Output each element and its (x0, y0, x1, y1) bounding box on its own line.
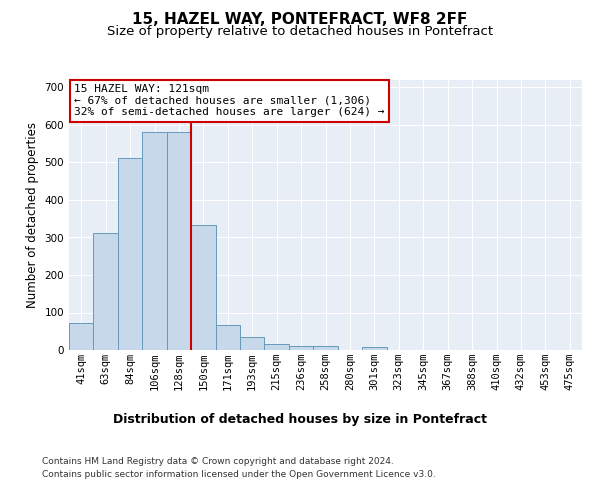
Bar (167, 132, 191, 350)
Bar (215, 324, 240, 350)
Text: 15 HAZEL WAY: 121sqm
← 67% of detached houses are smaller (1,306)
32% of semi-de: 15 HAZEL WAY: 121sqm ← 67% of detached h… (74, 84, 385, 117)
Bar (191, 226, 215, 350)
Y-axis label: Number of detached properties: Number of detached properties (26, 122, 39, 308)
Text: 15, HAZEL WAY, PONTEFRACT, WF8 2FF: 15, HAZEL WAY, PONTEFRACT, WF8 2FF (133, 12, 467, 28)
Bar (69, 323, 94, 350)
Bar (313, 346, 338, 350)
Text: Distribution of detached houses by size in Pontefract: Distribution of detached houses by size … (113, 412, 487, 426)
Text: Contains public sector information licensed under the Open Government Licence v3: Contains public sector information licen… (42, 470, 436, 479)
Text: Contains HM Land Registry data © Crown copyright and database right 2024.: Contains HM Land Registry data © Crown c… (42, 458, 394, 466)
Bar (265, 344, 289, 350)
Bar (240, 336, 265, 350)
Bar (289, 346, 313, 350)
Text: Size of property relative to detached houses in Pontefract: Size of property relative to detached ho… (107, 25, 493, 38)
Bar (118, 158, 142, 350)
Bar (362, 348, 386, 350)
Bar (142, 132, 167, 350)
Bar (94, 233, 118, 350)
